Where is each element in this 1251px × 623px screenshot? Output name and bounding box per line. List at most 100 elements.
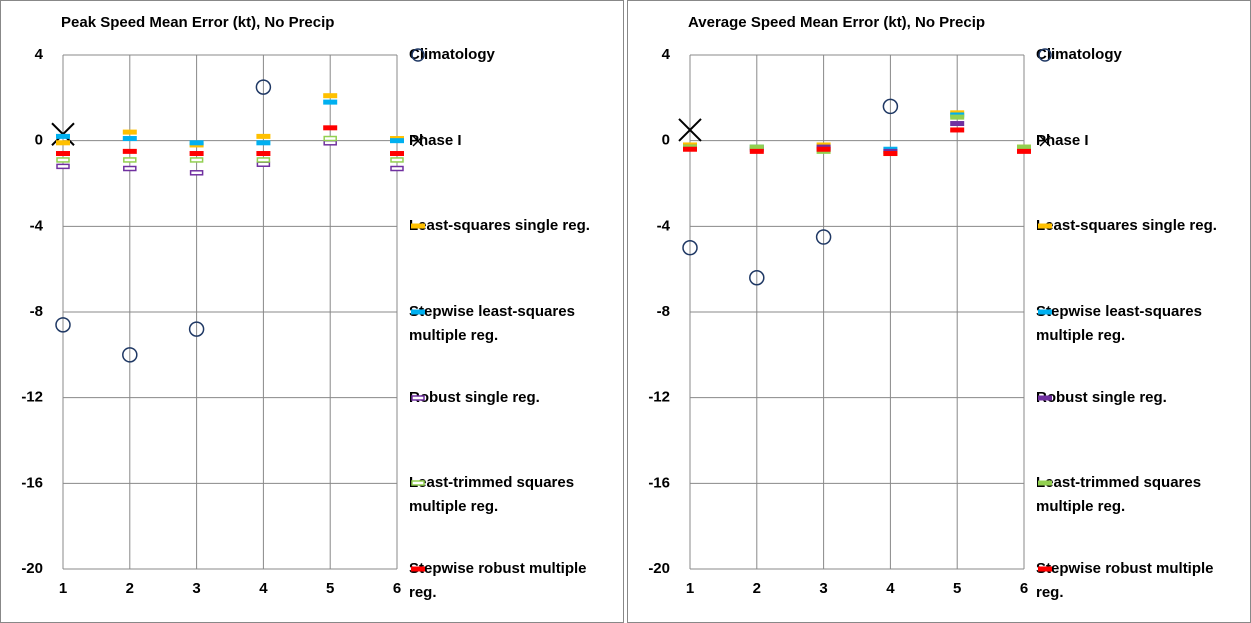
marker bbox=[189, 151, 204, 157]
y-tick-label: 4 bbox=[662, 46, 671, 63]
marker bbox=[56, 157, 70, 163]
y-tick-label: -12 bbox=[21, 389, 43, 406]
x-tick-label: 6 bbox=[393, 580, 401, 597]
legend-label: Least-trimmed squares multiple reg. bbox=[409, 474, 575, 516]
x-tick-label: 1 bbox=[686, 580, 694, 597]
y-tick-label: -4 bbox=[30, 217, 44, 234]
legend-swatch bbox=[412, 135, 424, 147]
marker bbox=[323, 140, 337, 146]
y-tick-label: -4 bbox=[657, 217, 671, 234]
marker bbox=[323, 99, 338, 105]
chart: Average Speed Mean Error (kt), No Precip… bbox=[648, 14, 1031, 597]
marker bbox=[56, 163, 70, 170]
chart-title: Average Speed Mean Error (kt), No Precip bbox=[688, 14, 985, 31]
x-tick-label: 4 bbox=[886, 580, 895, 597]
legend-swatch bbox=[1038, 309, 1052, 315]
legend-label: Stepwise robust multiple reg. bbox=[1036, 560, 1214, 601]
chart: Peak Speed Mean Error (kt), No Precip -20… bbox=[21, 14, 404, 597]
legend-label: Robust single reg. bbox=[1036, 388, 1167, 406]
legend-label: Least-squares single reg. bbox=[1036, 217, 1217, 235]
legend-swatch bbox=[411, 309, 425, 315]
x-tick-label: 2 bbox=[126, 580, 134, 597]
marker bbox=[749, 144, 764, 150]
marker bbox=[56, 151, 70, 157]
legend-entry: Climatology bbox=[409, 43, 601, 67]
legend-entry: Climatology bbox=[1036, 43, 1228, 67]
legend-entry: Robust single reg. bbox=[1036, 386, 1228, 410]
chart-panel: Peak Speed Mean Error (kt), No Precip -20… bbox=[0, 0, 624, 623]
legend-swatch bbox=[411, 394, 425, 401]
y-tick-label: 0 bbox=[662, 132, 670, 149]
marker bbox=[950, 127, 965, 133]
marker bbox=[883, 151, 898, 157]
legend-swatch bbox=[1039, 135, 1051, 147]
legend-label: Robust single reg. bbox=[409, 388, 540, 406]
marker bbox=[256, 161, 271, 167]
legend-entry: Stepwise least-squares multiple reg. bbox=[1036, 300, 1228, 348]
legend-swatch bbox=[411, 223, 425, 229]
x-tick-label: 4 bbox=[259, 580, 268, 597]
marker bbox=[122, 129, 137, 135]
y-tick-label: -16 bbox=[648, 474, 670, 491]
marker bbox=[678, 118, 702, 142]
legend-entry: Stepwise least-squares multiple reg. bbox=[409, 300, 601, 348]
marker bbox=[390, 165, 404, 172]
legend-entry: Robust single reg. bbox=[409, 386, 601, 410]
marker bbox=[123, 157, 137, 163]
legend-swatch bbox=[1038, 566, 1052, 572]
marker bbox=[123, 165, 137, 172]
marker bbox=[189, 170, 204, 176]
y-tick-label: 0 bbox=[35, 132, 43, 149]
legend-label: Least-trimmed squares multiple reg. bbox=[1036, 474, 1202, 516]
marker bbox=[749, 148, 764, 154]
marker bbox=[122, 136, 137, 142]
chart-panel: Average Speed Mean Error (kt), No Precip… bbox=[627, 0, 1251, 623]
marker bbox=[189, 157, 204, 163]
marker bbox=[815, 229, 832, 245]
marker bbox=[256, 133, 271, 139]
marker bbox=[188, 321, 205, 337]
marker bbox=[749, 269, 765, 286]
y-tick-label: -20 bbox=[648, 560, 670, 577]
x-tick-label: 3 bbox=[192, 580, 200, 597]
legend-entry: Least-squares single reg. bbox=[409, 214, 601, 238]
marker bbox=[682, 240, 698, 256]
marker bbox=[122, 347, 138, 363]
legend-swatch bbox=[411, 48, 425, 62]
marker bbox=[256, 140, 271, 146]
y-tick-label: -16 bbox=[21, 474, 43, 491]
marker bbox=[950, 114, 965, 120]
legend-entry: Stepwise robust multiple reg. bbox=[409, 557, 601, 605]
legend-label: Stepwise least-squares multiple reg. bbox=[1036, 303, 1202, 344]
marker bbox=[683, 146, 697, 152]
chart-title: Peak Speed Mean Error (kt), No Precip bbox=[61, 14, 334, 31]
y-tick-label: -8 bbox=[657, 303, 670, 320]
x-tick-label: 2 bbox=[753, 580, 761, 597]
marker bbox=[1017, 148, 1031, 154]
marker bbox=[256, 151, 271, 157]
y-tick-label: -8 bbox=[30, 303, 43, 320]
legend-swatch bbox=[411, 480, 425, 487]
legend-label: Climatology bbox=[1036, 46, 1122, 63]
legend-entry: Phase I bbox=[409, 129, 601, 153]
legend-label: Stepwise least-squares multiple reg. bbox=[409, 303, 575, 344]
legend-swatch bbox=[1038, 395, 1052, 401]
marker bbox=[1017, 144, 1031, 150]
marker bbox=[390, 157, 404, 163]
marker bbox=[55, 317, 71, 333]
legend-label: Stepwise robust multiple reg. bbox=[409, 560, 587, 601]
marker bbox=[189, 140, 204, 146]
legend-entry: Phase I bbox=[1036, 129, 1228, 153]
y-tick-label: -12 bbox=[648, 389, 670, 406]
x-tick-label: 5 bbox=[326, 580, 334, 597]
y-tick-label: -20 bbox=[21, 560, 43, 577]
marker bbox=[390, 151, 404, 157]
legend-entry: Least-squares single reg. bbox=[1036, 214, 1228, 238]
marker bbox=[323, 135, 337, 142]
marker bbox=[56, 140, 70, 146]
legend-label: Phase I bbox=[1036, 131, 1089, 149]
marker bbox=[122, 148, 137, 154]
x-tick-label: 6 bbox=[1020, 580, 1028, 597]
legend-entry: Least-trimmed squares multiple reg. bbox=[1036, 471, 1228, 519]
